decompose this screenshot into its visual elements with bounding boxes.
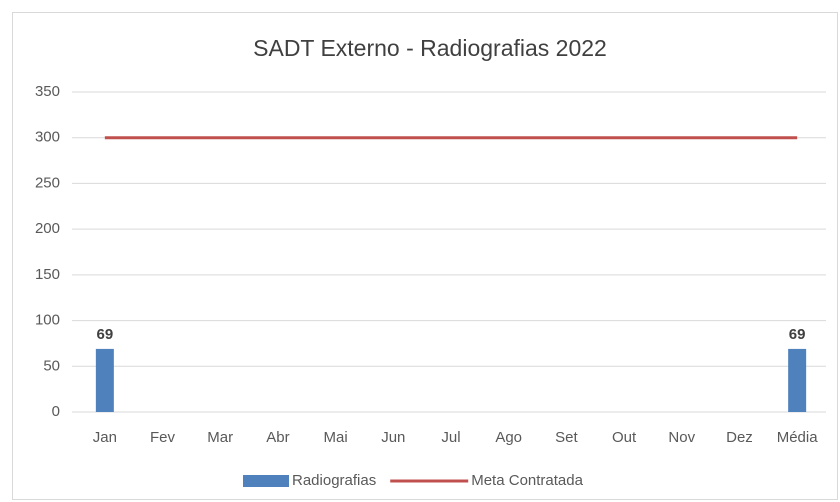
x-tick-label: Média xyxy=(777,429,819,446)
x-tick-label: Ago xyxy=(495,429,522,446)
x-tick-label: Mai xyxy=(324,429,348,446)
x-tick-label: Dez xyxy=(726,429,753,446)
chart-border xyxy=(12,12,838,500)
legend-label: Radiografias xyxy=(292,472,376,489)
y-tick-label: 50 xyxy=(43,357,60,374)
x-tick-label: Out xyxy=(612,429,637,446)
x-tick-label: Fev xyxy=(150,429,176,446)
x-tick-label: Set xyxy=(555,429,578,446)
y-tick-label: 100 xyxy=(35,312,60,329)
x-tick-label: Jul xyxy=(441,429,460,446)
chart-title: SADT Externo - Radiografias 2022 xyxy=(253,35,607,61)
x-tick-label: Abr xyxy=(266,429,289,446)
bar xyxy=(95,348,114,412)
y-tick-label: 200 xyxy=(35,220,60,237)
y-tick-label: 250 xyxy=(35,174,60,191)
x-tick-label: Mar xyxy=(207,429,233,446)
data-label: 69 xyxy=(97,326,114,343)
x-tick-label: Jan xyxy=(93,429,117,446)
y-tick-label: 0 xyxy=(52,403,60,420)
x-tick-label: Nov xyxy=(668,429,695,446)
y-tick-label: 350 xyxy=(35,83,60,100)
x-tick-label: Jun xyxy=(381,429,405,446)
legend-swatch xyxy=(243,475,289,487)
y-tick-label: 150 xyxy=(35,266,60,283)
y-tick-label: 300 xyxy=(35,129,60,146)
legend-label: Meta Contratada xyxy=(471,472,583,489)
data-label: 69 xyxy=(789,326,806,343)
bar xyxy=(788,348,807,412)
